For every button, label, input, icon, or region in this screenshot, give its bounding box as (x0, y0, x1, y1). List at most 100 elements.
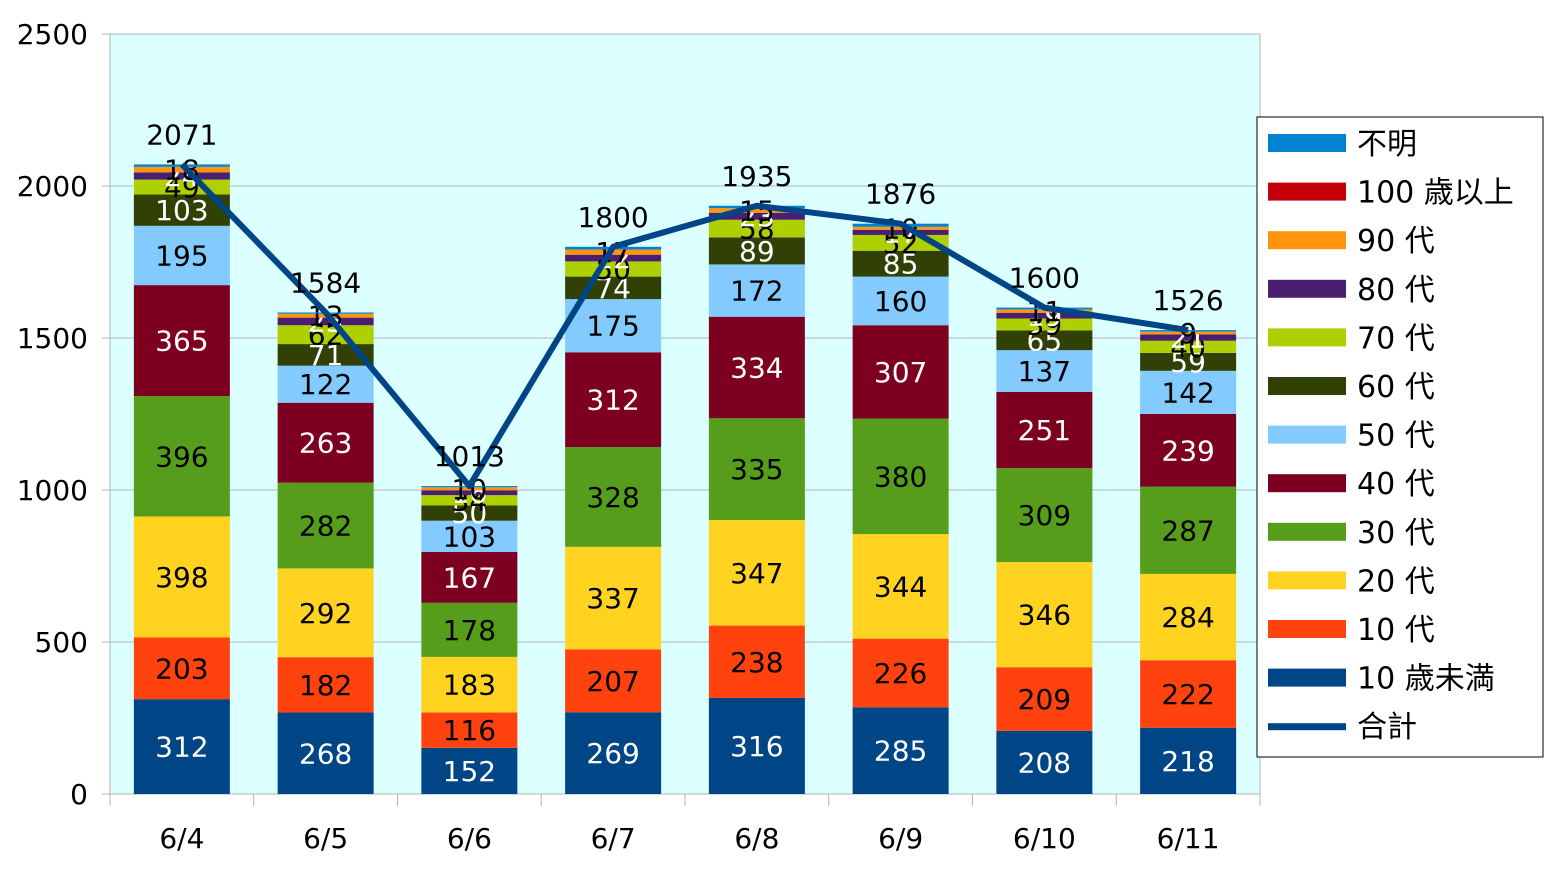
bar-segment (852, 325, 949, 419)
bar-segment (565, 546, 662, 650)
bar-segment-label: 312 (586, 384, 639, 417)
bar-segment-label: 203 (155, 652, 208, 685)
bar-segment-label: 218 (1161, 745, 1214, 778)
legend-label: 60 代 (1357, 370, 1435, 405)
bar-segment-label: 344 (874, 570, 927, 603)
bar-segment (421, 602, 518, 657)
x-tick-label: 6/6 (447, 822, 492, 855)
y-tick-label: 2000 (17, 170, 88, 203)
bar-segment-label: 396 (155, 440, 208, 473)
bar-segment (277, 657, 374, 713)
bar-segment (996, 309, 1093, 313)
bar-segment (708, 208, 805, 213)
bar-segment-label: 347 (730, 557, 783, 590)
bar-segment-label: 152 (443, 755, 496, 788)
bar-segment (852, 418, 949, 535)
total-line (179, 162, 1189, 490)
x-tick-label: 6/4 (159, 822, 204, 855)
bar-segment-label: 175 (586, 310, 639, 343)
legend-label: 50 代 (1357, 419, 1435, 454)
bar-segment (1140, 414, 1237, 487)
bar-segment (421, 747, 518, 794)
bar-segment (708, 219, 805, 238)
y-tick-label: 2500 (17, 18, 88, 51)
bar-segment (996, 667, 1093, 731)
bar-segment (1140, 370, 1237, 414)
bar-segment-label: 282 (299, 510, 352, 543)
total-label: 2071 (146, 118, 217, 151)
legend-label: 100 歳以上 (1357, 176, 1514, 211)
bar-segment (421, 505, 518, 521)
bar-segment (565, 261, 662, 277)
legend-label: 70 代 (1357, 321, 1435, 356)
legend-label: 20 代 (1357, 564, 1435, 599)
bar-segment-label: 10 (452, 473, 488, 506)
bar-segment-label: 160 (874, 285, 927, 318)
legend-label: 90 代 (1357, 224, 1435, 259)
bar-segment (421, 520, 518, 553)
bar-segment-label: 9 (1179, 317, 1197, 350)
bar-segment (708, 418, 805, 521)
bar-segment-label: 183 (443, 669, 496, 702)
bar-segment (852, 707, 949, 794)
legend-swatch (1268, 474, 1346, 493)
bar-segment (133, 172, 230, 180)
bar-segment-label: 337 (586, 582, 639, 615)
legend-swatch (1268, 620, 1346, 638)
legend-label: 不明 (1357, 127, 1417, 162)
bar-segment (996, 730, 1093, 794)
bar-segment (1140, 334, 1237, 341)
bar-segment (421, 656, 518, 713)
bar-segment (708, 520, 805, 626)
total-label: 1935 (721, 160, 792, 193)
bar-segment-label: 74 (595, 272, 631, 305)
x-axis: 6/4 6/5 6/6 6/7 6/8 6/9 6/10 6/11 (109, 793, 1261, 855)
bar-segment (133, 699, 230, 794)
legend-swatch (1268, 231, 1346, 250)
bar-segment (996, 350, 1093, 392)
bar-segment-label: 307 (874, 356, 927, 389)
bar-segment-label: 251 (1018, 414, 1071, 447)
bar-segment-label: 167 (443, 561, 496, 594)
bar-segment (708, 697, 805, 794)
bar-segment-label: 116 (443, 714, 496, 747)
bar-segment-label: 137 (1018, 355, 1071, 388)
bar-segment-label: 380 (874, 460, 927, 493)
bar-segment (277, 568, 374, 658)
bar-segment-label: 71 (308, 339, 344, 372)
bar-segment (852, 534, 949, 639)
bar-segment-label: 238 (730, 646, 783, 679)
bar-segment-label: 89 (739, 235, 775, 268)
bar-segment-label: 312 (155, 731, 208, 764)
total-label: 1800 (577, 201, 648, 234)
bar-segment (996, 562, 1093, 668)
bar-segment (565, 447, 662, 547)
bar-segment (1140, 352, 1237, 371)
bar-segment (277, 482, 374, 569)
bar-segment (708, 264, 805, 317)
x-tick-label: 6/8 (734, 822, 779, 855)
bar-segment (852, 276, 949, 326)
bar-segment-label: 172 (730, 275, 783, 308)
y-tick-label: 500 (35, 626, 88, 659)
legend-label: 30 代 (1357, 516, 1435, 551)
legend-swatch (1268, 425, 1346, 444)
legend-swatch (1268, 522, 1346, 541)
bar-segment (1140, 340, 1237, 353)
total-labels: 2071 1584 1013 1800 1935 1876 1600 1526 (146, 118, 1224, 473)
bar-segment-label: 269 (586, 737, 639, 770)
bar-segment (277, 344, 374, 366)
x-tick-label: 6/11 (1157, 822, 1220, 855)
bar-segment-label: 398 (155, 561, 208, 594)
bar-segment-label: 226 (874, 657, 927, 690)
bar-segment-label: 284 (1161, 601, 1214, 634)
legend-swatch (1268, 377, 1346, 395)
bar-segment (708, 237, 805, 265)
x-tick-label: 6/5 (303, 822, 348, 855)
bar-segment-label: 209 (1018, 683, 1071, 716)
legend-swatch (1268, 279, 1346, 298)
bar-segment (708, 316, 805, 419)
bar-segment (133, 396, 230, 517)
bar-segment (1140, 330, 1237, 332)
